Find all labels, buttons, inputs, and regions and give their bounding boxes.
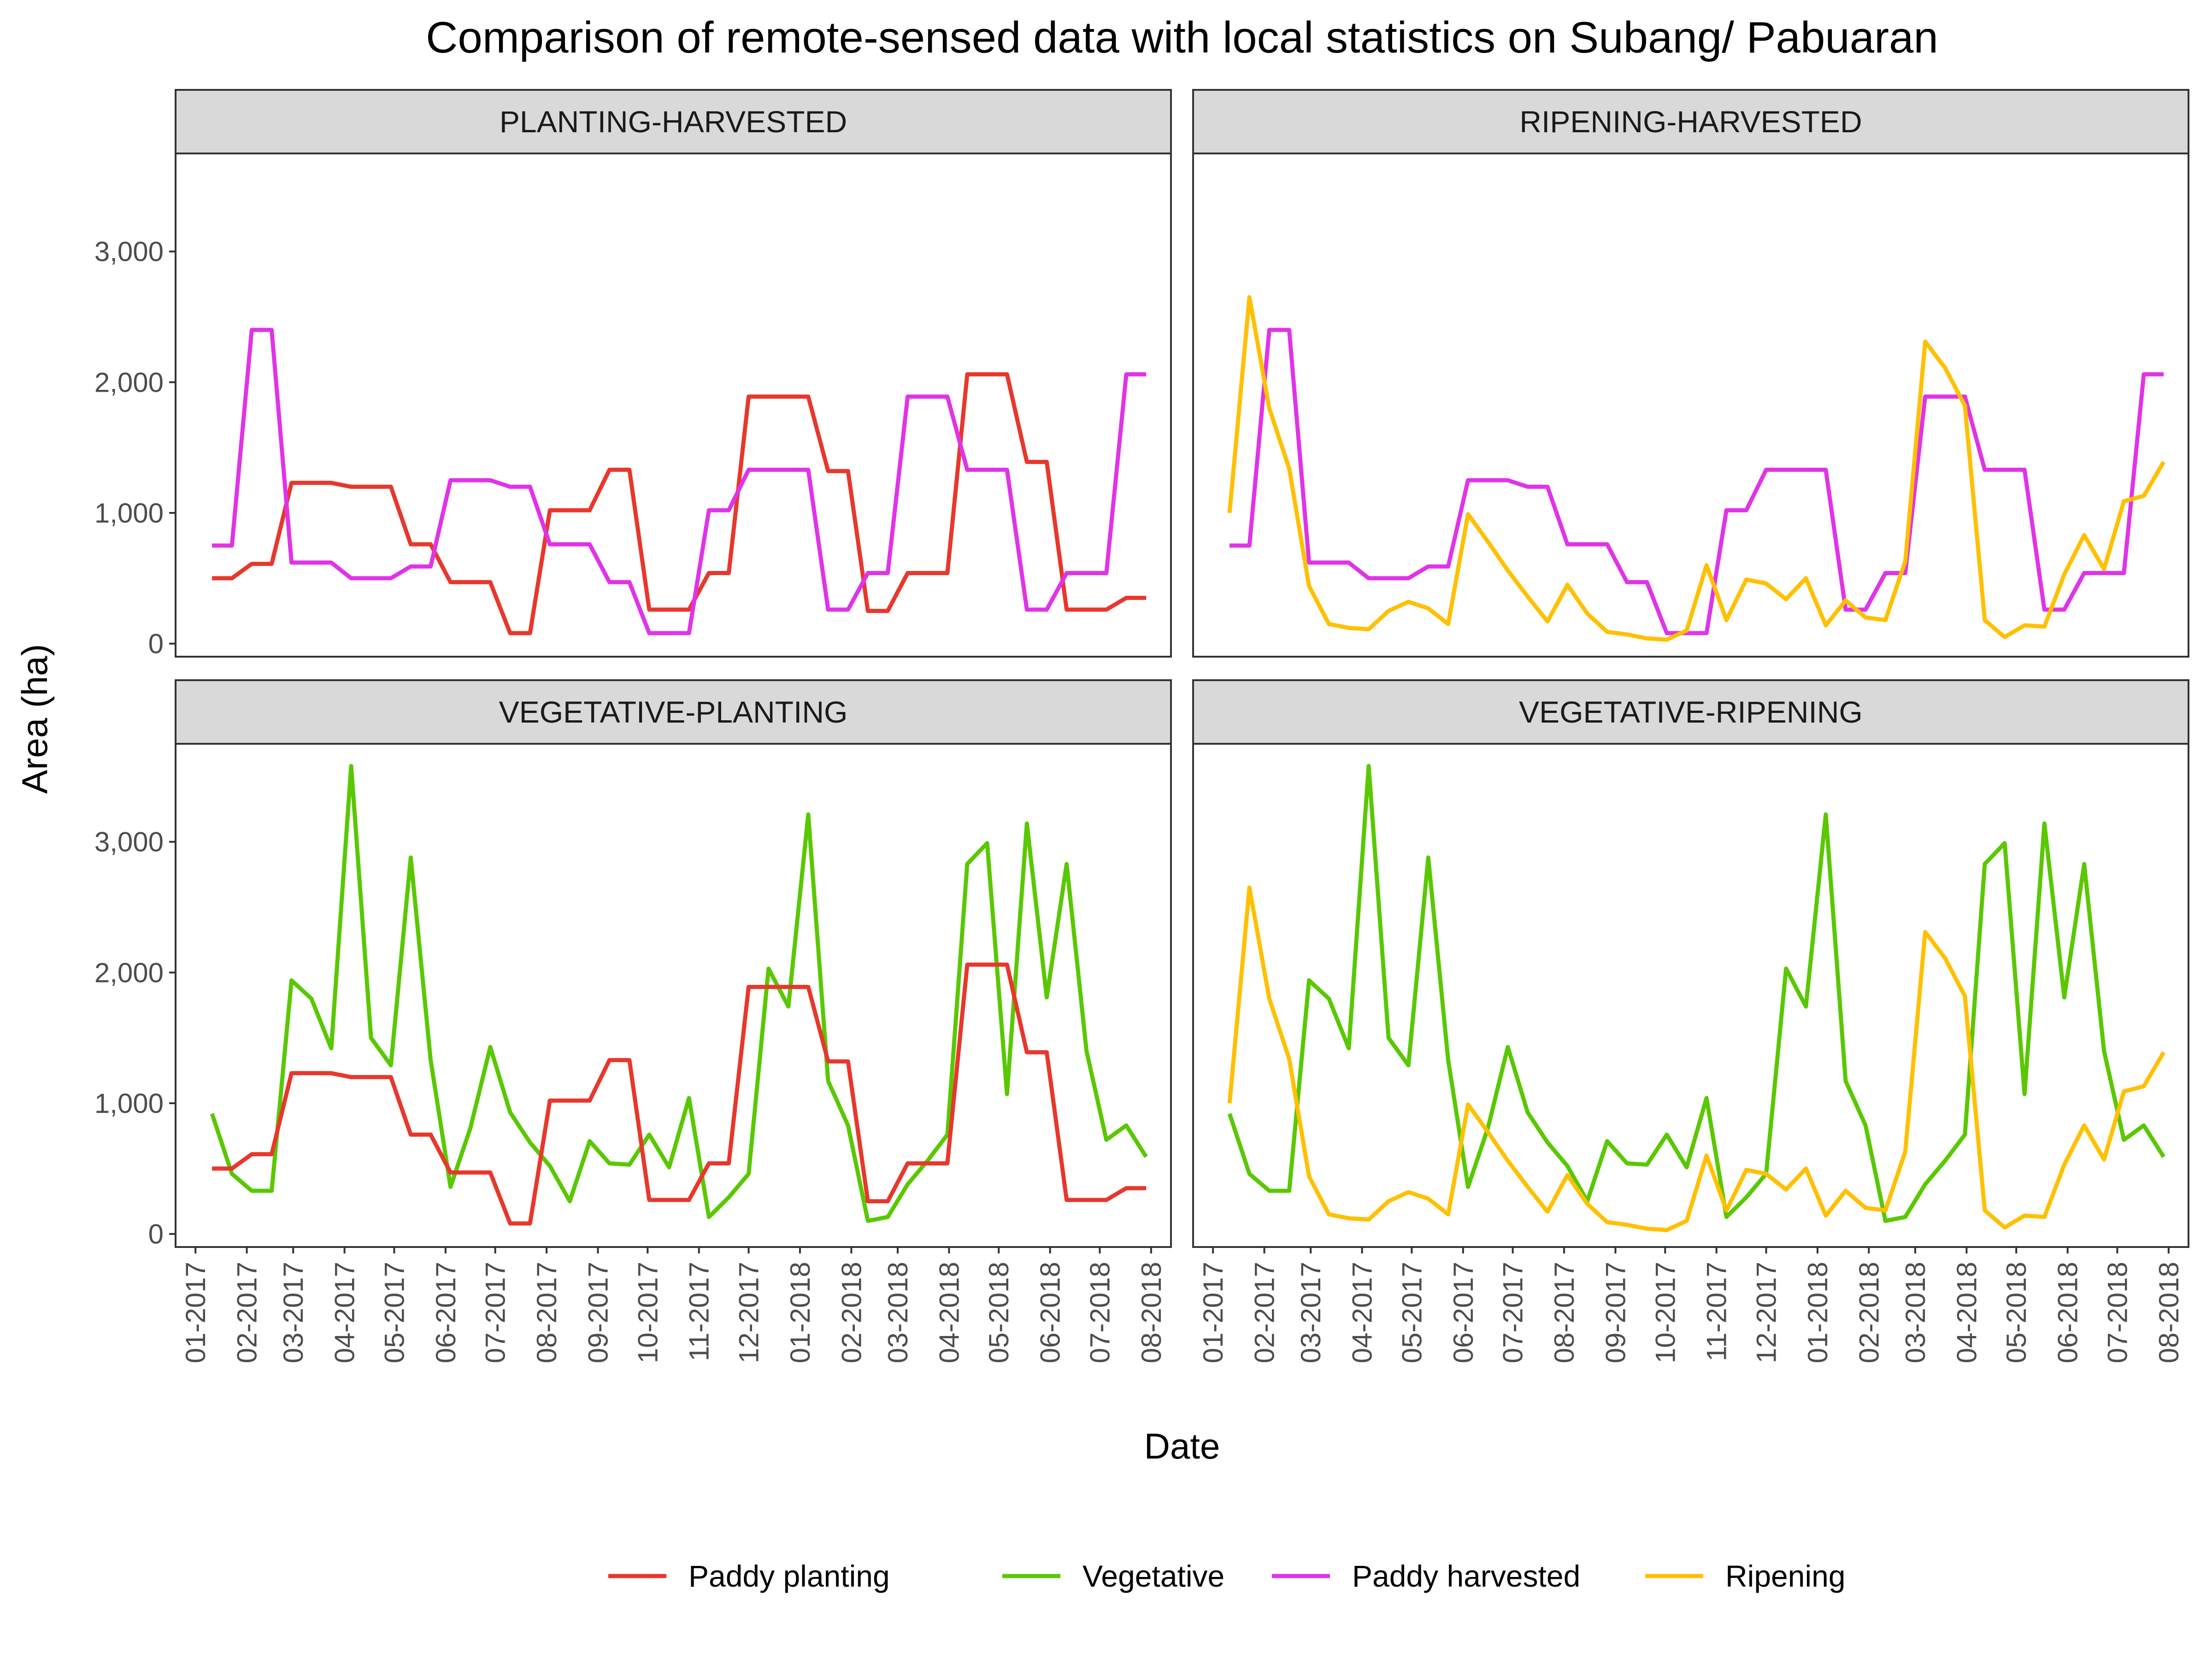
x-tick-label: 09-2017 bbox=[1600, 1262, 1631, 1363]
x-tick-label: 03-2017 bbox=[1295, 1262, 1326, 1363]
x-tick-label: 10-2017 bbox=[1650, 1262, 1681, 1363]
legend-label-paddy-planting: Paddy planting bbox=[688, 1559, 890, 1593]
x-tick-label: 11-2017 bbox=[1701, 1262, 1732, 1361]
x-tick-label: 07-2017 bbox=[1498, 1262, 1529, 1363]
x-tick-label: 08-2017 bbox=[531, 1262, 562, 1363]
y-tick-label: 2,000 bbox=[94, 957, 164, 988]
x-tick-label: 08-2018 bbox=[2153, 1262, 2184, 1363]
x-tick-label: 02-2018 bbox=[836, 1262, 867, 1363]
legend-label-paddy-harvested: Paddy harvested bbox=[1352, 1559, 1580, 1593]
panel-strip-label: RIPENING-HARVESTED bbox=[1519, 105, 1862, 139]
x-tick-label: 05-2017 bbox=[1396, 1262, 1427, 1363]
x-tick-label: 03-2018 bbox=[882, 1262, 913, 1363]
x-tick-label: 01-2018 bbox=[785, 1262, 816, 1363]
x-tick-label: 06-2018 bbox=[2053, 1262, 2083, 1363]
x-axis-title: Date bbox=[1144, 1426, 1220, 1466]
x-tick-label: 02-2018 bbox=[1853, 1262, 1884, 1363]
x-tick-label: 05-2018 bbox=[2001, 1262, 2032, 1363]
y-tick-label: 0 bbox=[148, 629, 164, 659]
x-tick-label: 10-2017 bbox=[632, 1262, 663, 1363]
legend-label-vegetative: Vegetative bbox=[1082, 1559, 1224, 1593]
x-tick-label: 04-2018 bbox=[1951, 1262, 1982, 1363]
chart-title: Comparison of remote-sensed data with lo… bbox=[426, 13, 1938, 62]
panel-strip bbox=[175, 679, 1172, 745]
x-tick-label: 03-2017 bbox=[278, 1262, 309, 1363]
y-tick-label: 3,000 bbox=[94, 236, 164, 267]
panel-plot-area bbox=[1192, 743, 2189, 1248]
x-tick-label: 05-2017 bbox=[379, 1262, 410, 1363]
x-tick-label: 07-2018 bbox=[2102, 1262, 2133, 1363]
panel-vegetative-planting: VEGETATIVE-PLANTING 0 1,000 2,000 3,000 01-20… bbox=[94, 679, 1172, 1363]
x-tick-label: 04-2017 bbox=[1347, 1262, 1378, 1363]
x-tick-label: 01-2017 bbox=[1198, 1262, 1229, 1363]
series-line-paddy-planting bbox=[212, 962, 1147, 1226]
x-tick-label: 01-2018 bbox=[1802, 1262, 1833, 1363]
panel-strip bbox=[175, 89, 1172, 154]
x-tick-label: 04-2018 bbox=[934, 1262, 965, 1363]
series-line-paddy-harvested bbox=[1230, 328, 2164, 635]
x-tick-label: 02-2017 bbox=[1249, 1262, 1280, 1363]
series-line-ripening bbox=[1227, 885, 2165, 1232]
x-tick-label: 01-2017 bbox=[180, 1262, 211, 1363]
y-tick-label: 1,000 bbox=[94, 1088, 164, 1119]
y-tick-label: 1,000 bbox=[94, 498, 164, 529]
x-tick-label: 12-2017 bbox=[1751, 1262, 1782, 1363]
series-line-paddy-harvested bbox=[212, 328, 1147, 635]
x-tick-label: 02-2017 bbox=[232, 1262, 263, 1363]
series-line-vegetative bbox=[210, 764, 1148, 1223]
x-tick-label: 09-2017 bbox=[582, 1262, 613, 1363]
x-tick-label: 08-2017 bbox=[1549, 1262, 1580, 1363]
panel-strip-label: PLANTING-HARVESTED bbox=[500, 105, 847, 139]
x-tick-label: 07-2018 bbox=[1084, 1262, 1115, 1363]
x-tick-label: 07-2017 bbox=[480, 1262, 511, 1363]
x-tick-label: 06-2017 bbox=[430, 1262, 461, 1363]
panel-planting-harvested: PLANTING-HARVESTED 0 1,000 2,000 3,000 bbox=[94, 89, 1172, 659]
series-line-paddy-planting bbox=[212, 372, 1147, 635]
x-tick-label: 04-2017 bbox=[329, 1262, 360, 1363]
panel-plot-area bbox=[175, 743, 1172, 1248]
y-axis-title: Area (ha) bbox=[14, 644, 55, 794]
x-tick-label: 08-2018 bbox=[1136, 1262, 1167, 1363]
legend-label-ripening: Ripening bbox=[1725, 1559, 1846, 1593]
y-tick-label: 2,000 bbox=[94, 367, 164, 398]
panel-strip-label: VEGETATIVE-PLANTING bbox=[499, 695, 848, 729]
x-tick-label: 05-2018 bbox=[983, 1262, 1014, 1363]
x-tick-label: 11-2017 bbox=[684, 1262, 715, 1361]
y-tick-label: 3,000 bbox=[94, 827, 164, 858]
legend: Paddy planting Vegetative Paddy harvested R… bbox=[608, 1559, 1846, 1593]
y-tick-label: 0 bbox=[148, 1219, 164, 1250]
panel-vegetative-ripening: VEGETATIVE-RIPENING 01-2017 02-2017 03-2017… bbox=[1192, 679, 2189, 1363]
panel-strip-label: VEGETATIVE-RIPENING bbox=[1519, 695, 1863, 729]
x-tick-label: 06-2018 bbox=[1035, 1262, 1066, 1363]
x-tick-label: 12-2017 bbox=[734, 1262, 765, 1363]
series-line-ripening bbox=[1227, 295, 2165, 642]
panel-ripening-harvested: RIPENING-HARVESTED bbox=[1192, 89, 2189, 658]
x-tick-label: 06-2017 bbox=[1448, 1262, 1479, 1363]
series-line-vegetative bbox=[1227, 764, 2165, 1223]
x-tick-label: 03-2018 bbox=[1900, 1262, 1931, 1363]
